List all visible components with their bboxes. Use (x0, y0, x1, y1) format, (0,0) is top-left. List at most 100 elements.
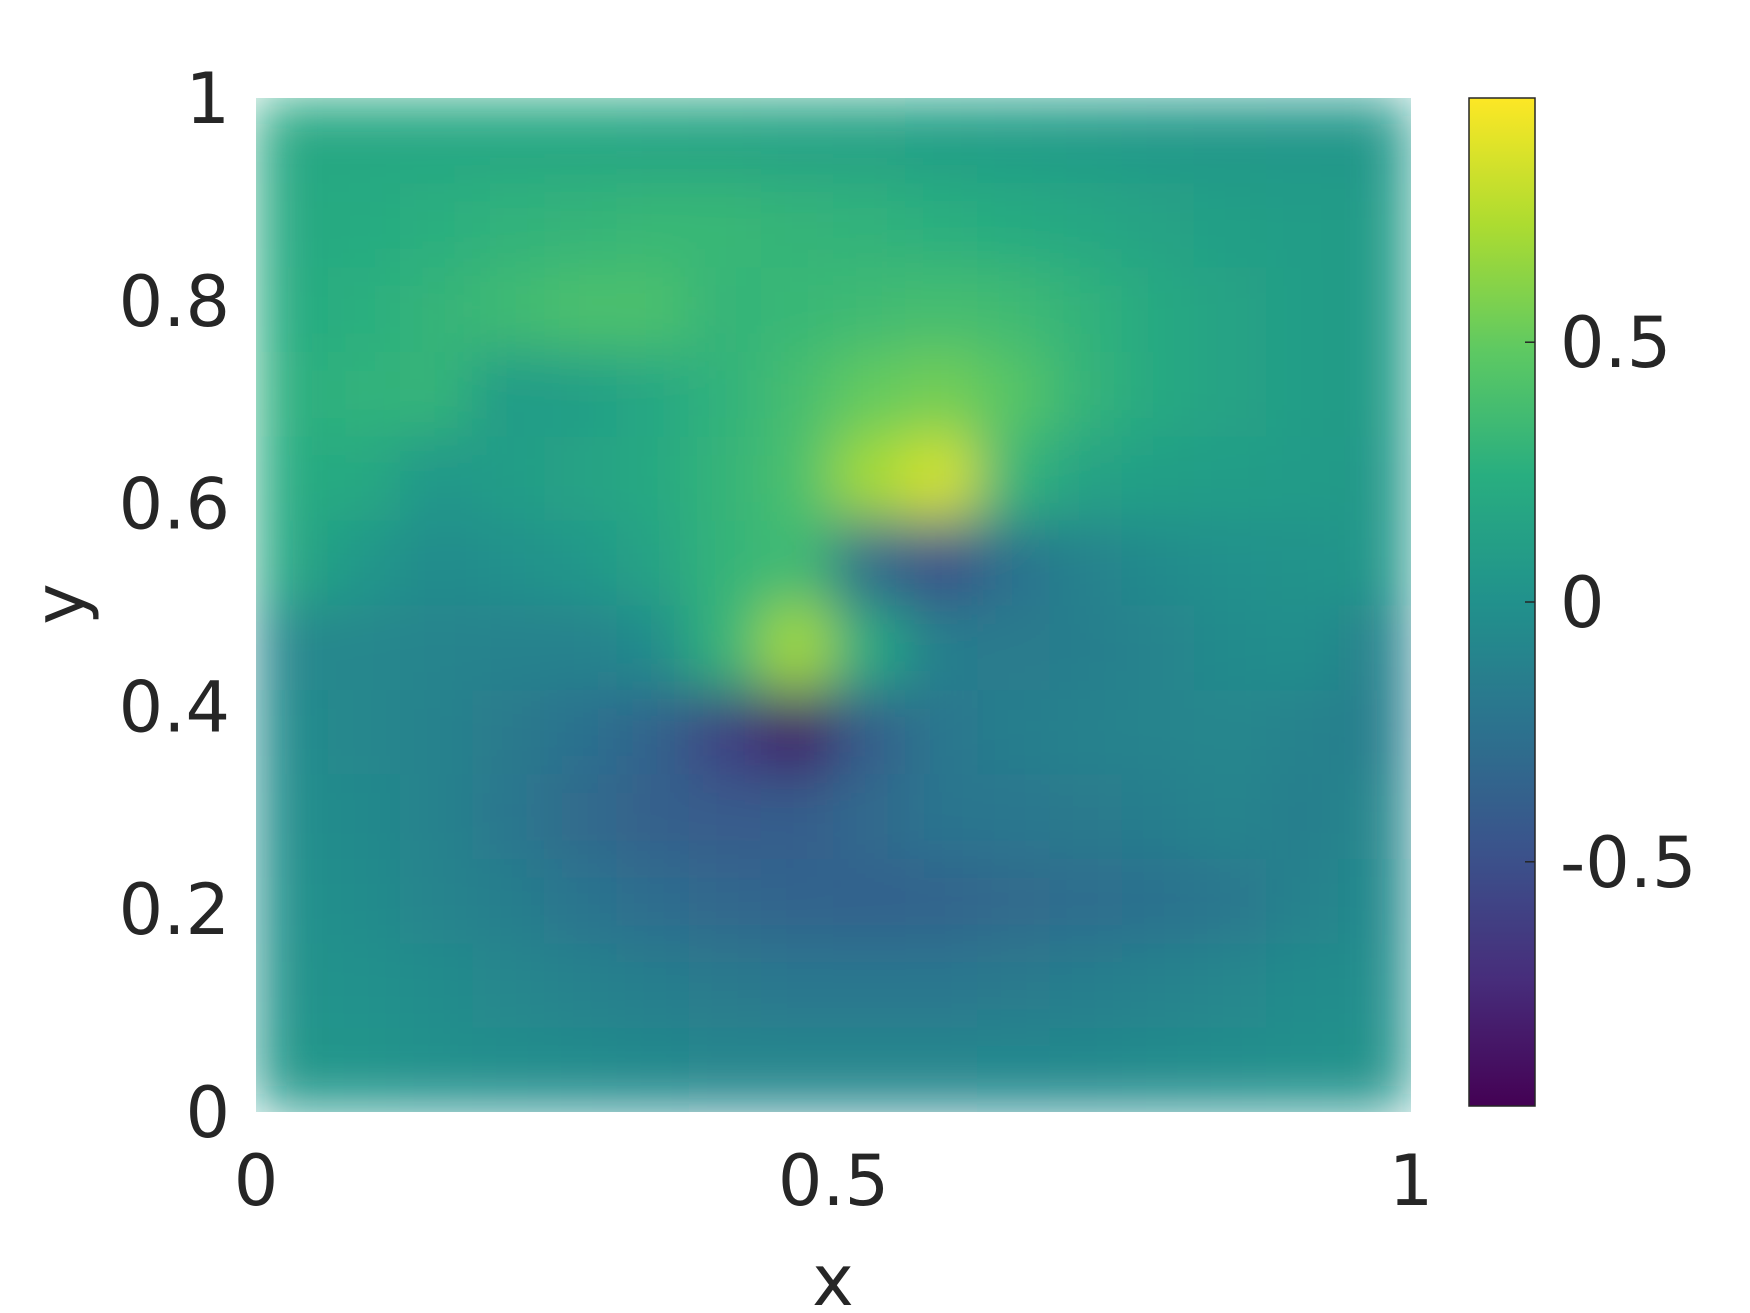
heatmap-cell (1193, 1026, 1268, 1112)
colorbar (1468, 97, 1536, 1107)
heatmap-cell (327, 1026, 401, 1112)
heatmap-cell (399, 266, 474, 352)
heatmap-cell (1121, 98, 1195, 184)
plot-area (256, 98, 1411, 1112)
heatmap-cell (1049, 689, 1123, 775)
heatmap-cell (977, 351, 1051, 437)
heatmap-cell (760, 773, 834, 859)
heatmap-cell (1049, 266, 1123, 352)
heatmap-cell (399, 351, 474, 437)
heatmap-cell (1049, 435, 1123, 521)
heatmap-cell (616, 98, 690, 184)
heatmap-cell (544, 98, 618, 184)
heatmap-cell (399, 858, 474, 944)
heatmap-cell (327, 266, 401, 352)
heatmap-cell (1121, 773, 1195, 859)
heatmap-cell (1121, 266, 1195, 352)
y-tick-label: 0.6 (119, 464, 230, 546)
heatmap-cell (1266, 266, 1340, 352)
y-tick-label: 1 (185, 58, 230, 140)
heatmap-cell (544, 604, 618, 691)
heatmap-cell (905, 604, 979, 691)
heatmap-cell (1049, 519, 1123, 606)
heatmap-cell (688, 182, 762, 268)
heatmap-cell (905, 1026, 979, 1112)
heatmap-cell (1049, 858, 1123, 944)
heatmap-cell (1338, 351, 1411, 437)
heatmap-cell (472, 689, 546, 775)
heatmap-cell (327, 689, 401, 775)
heatmap-cell (399, 1026, 474, 1112)
heatmap-cell (905, 942, 979, 1028)
heatmap-cell (472, 182, 546, 268)
heatmap-cell (327, 604, 401, 691)
heatmap-cell (544, 182, 618, 268)
heatmap-cell (327, 942, 401, 1028)
heatmap-cell (616, 351, 690, 437)
heatmap-cell (1338, 182, 1411, 268)
heatmap-cell (1338, 942, 1411, 1028)
heatmap-cell (1193, 351, 1268, 437)
heatmap-cell (256, 773, 329, 859)
heatmap-cell (256, 519, 329, 606)
heatmap-cell (472, 858, 546, 944)
heatmap-cell (833, 858, 907, 944)
heatmap-cell (688, 1026, 762, 1112)
heatmap-cell (544, 435, 618, 521)
heatmap-cell (1193, 689, 1268, 775)
heatmap-cell (977, 266, 1051, 352)
heatmap-cell (1049, 351, 1123, 437)
heatmap-cell (760, 182, 834, 268)
heatmap-cell (905, 266, 979, 352)
x-tick-label: 0.5 (778, 1140, 889, 1222)
heatmap-cell (760, 519, 834, 606)
heatmap-cell (1266, 351, 1340, 437)
heatmap-cell (833, 604, 907, 691)
heatmap-cell (688, 942, 762, 1028)
heatmap-cell (688, 689, 762, 775)
heatmap-cell (977, 1026, 1051, 1112)
heatmap-cell (1266, 773, 1340, 859)
heatmap-cell (1121, 689, 1195, 775)
heatmap-cell (1338, 519, 1411, 606)
heatmap-cell (1266, 689, 1340, 775)
y-tick-label: 0.4 (119, 666, 230, 748)
heatmap-cell (760, 1026, 834, 1112)
heatmap-cell (472, 1026, 546, 1112)
heatmap-cell (544, 1026, 618, 1112)
heatmap-cell (1266, 519, 1340, 606)
heatmap-cell (327, 98, 401, 184)
x-tick-label: 1 (1389, 1140, 1434, 1222)
heatmap-cell (256, 182, 329, 268)
heatmap-cell (833, 773, 907, 859)
heatmap-cell (977, 604, 1051, 691)
heatmap-cell (760, 435, 834, 521)
heatmap-cell (1266, 604, 1340, 691)
heatmap-cell (1121, 1026, 1195, 1112)
heatmap-cell (833, 266, 907, 352)
heatmap-cell (760, 98, 834, 184)
heatmap-cell (833, 519, 907, 606)
heatmap-cell (256, 351, 329, 437)
heatmap-cells (256, 98, 1411, 1112)
heatmap-cell (1049, 942, 1123, 1028)
y-axis-label: y (19, 583, 101, 624)
heatmap-cell (1193, 604, 1268, 691)
heatmap-cell (256, 942, 329, 1028)
heatmap-cell (688, 98, 762, 184)
heatmap-cell (688, 773, 762, 859)
heatmap-cell (1193, 435, 1268, 521)
heatmap-cell (544, 942, 618, 1028)
heatmap-cell (616, 266, 690, 352)
heatmap-cell (1121, 942, 1195, 1028)
colorbar-tick-label: 0 (1560, 562, 1605, 644)
heatmap-cell (472, 98, 546, 184)
heatmap-cell (1266, 182, 1340, 268)
heatmap-cell (905, 98, 979, 184)
heatmap-cell (1193, 98, 1268, 184)
heatmap-cell (1338, 773, 1411, 859)
heatmap-cell (472, 604, 546, 691)
heatmap-cell (833, 1026, 907, 1112)
heatmap-cell (760, 689, 834, 775)
